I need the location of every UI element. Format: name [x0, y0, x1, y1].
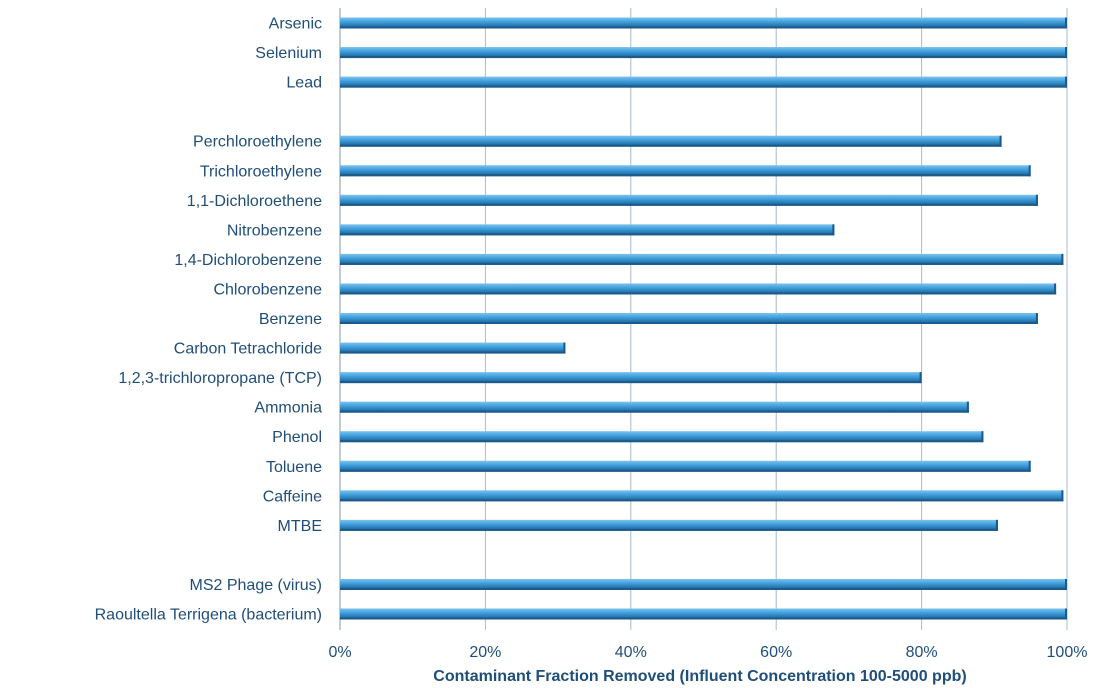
bar-shadow [340, 528, 998, 531]
x-tick-labels: 0% 20% 40% 60% 80% 100% [328, 644, 1087, 661]
bar-end-cap [1061, 490, 1064, 502]
bar-shadow [340, 440, 984, 443]
bar [340, 431, 984, 443]
bar [340, 253, 1064, 265]
category-label: Nitrobenzene [227, 222, 322, 239]
category-label: 1,4-Dichlorobenzene [174, 252, 322, 269]
bar-shadow [340, 617, 1067, 620]
category-label: Lead [286, 75, 322, 92]
bar-end-cap [981, 431, 984, 443]
bar-end-cap [1065, 17, 1067, 29]
bar-end-cap [563, 342, 566, 354]
bar-shadow [340, 174, 1031, 177]
category-label: Toluene [266, 459, 322, 476]
category-label: Phenol [272, 429, 322, 446]
bar [340, 135, 1002, 147]
bar-end-cap [1061, 253, 1064, 265]
bar [340, 608, 1067, 620]
category-label: Selenium [255, 45, 322, 62]
bar-shadow [340, 292, 1057, 295]
bar [340, 283, 1057, 295]
bar-end-cap [999, 135, 1002, 147]
bar [340, 519, 998, 531]
bar-end-cap [1065, 47, 1067, 59]
category-label: Ammonia [254, 400, 322, 417]
bar-end-cap [1035, 313, 1038, 324]
bar [340, 401, 969, 413]
x-tick-label: 0% [328, 644, 351, 661]
bar-shadow [340, 587, 1067, 590]
bar-shadow [340, 56, 1067, 59]
category-label: Trichloroethylene [200, 163, 322, 180]
x-tick-label: 20% [469, 644, 501, 661]
bar [340, 578, 1067, 590]
bar-end-cap [1065, 76, 1067, 88]
bar-shadow [340, 85, 1067, 88]
category-label: Caffeine [263, 488, 322, 505]
category-label: 1,1-Dichloroethene [187, 193, 322, 210]
bar [340, 17, 1067, 29]
bar-end-cap [1035, 194, 1038, 206]
category-label: Benzene [259, 311, 322, 328]
bar [340, 224, 835, 236]
bar-end-cap [1065, 608, 1067, 620]
category-label: Chlorobenzene [213, 281, 322, 298]
bar-shadow [340, 262, 1064, 265]
category-label: Arsenic [269, 16, 322, 33]
bar-shadow [340, 322, 1038, 324]
category-label: Perchloroethylene [193, 134, 322, 151]
x-tick-label: 80% [906, 644, 938, 661]
bar [340, 490, 1064, 502]
bar [340, 460, 1031, 472]
bar-end-cap [1028, 460, 1031, 472]
bar-end-cap [995, 519, 998, 531]
bar-end-cap [1065, 578, 1067, 590]
category-labels: Arsenic Selenium Lead Perchloroethylene Tric… [95, 16, 322, 624]
bar [340, 194, 1038, 206]
bar-end-cap [1028, 165, 1031, 177]
bar [340, 342, 566, 354]
bar [340, 372, 922, 384]
category-label: Carbon Tetrachloride [174, 341, 322, 358]
category-label: Raoultella Terrigena (bacterium) [95, 607, 322, 624]
x-tick-label: 40% [615, 644, 647, 661]
bar-end-cap [832, 224, 835, 236]
bar [340, 47, 1067, 59]
bar [340, 165, 1031, 177]
x-axis-title: Contaminant Fraction Removed (Influent C… [433, 668, 966, 685]
bar-shadow [340, 26, 1067, 29]
bar [340, 76, 1067, 88]
bar-shadow [340, 469, 1031, 472]
bar-shadow [340, 410, 969, 413]
bars [340, 17, 1067, 620]
bar-shadow [340, 381, 922, 384]
category-label: 1,2,3-trichloropropane (TCP) [118, 370, 322, 387]
bar-end-cap [1054, 283, 1057, 295]
x-tick-label: 60% [760, 644, 792, 661]
bar-shadow [340, 203, 1038, 206]
category-label: MTBE [278, 518, 322, 535]
bar-shadow [340, 351, 566, 354]
category-label: MS2 Phage (virus) [190, 577, 323, 594]
bar-shadow [340, 499, 1064, 502]
bar [340, 313, 1038, 324]
bar-end-cap [966, 401, 969, 413]
bar-end-cap [919, 372, 922, 384]
bar-shadow [340, 233, 835, 236]
x-tick-label: 100% [1047, 644, 1088, 661]
bar-shadow [340, 144, 1002, 147]
